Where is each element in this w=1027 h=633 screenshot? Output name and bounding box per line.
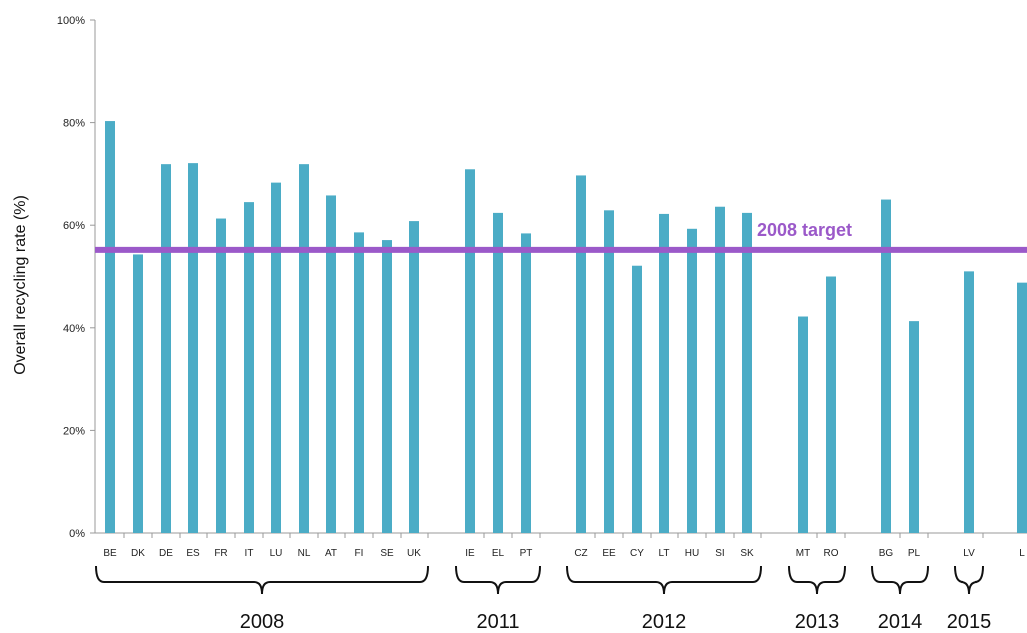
bar [881, 199, 891, 534]
bar [687, 228, 697, 533]
category-label: DE [159, 548, 173, 559]
bar [909, 321, 919, 533]
target-line-group: 2008 target [95, 220, 1027, 253]
bar [798, 316, 808, 533]
bar [409, 221, 419, 533]
y-tick-label: 20% [63, 425, 85, 437]
category-label: CZ [574, 548, 587, 559]
category-label: IT [245, 548, 254, 559]
bar [632, 265, 642, 533]
bars [105, 121, 1027, 534]
category-label: LU [270, 548, 283, 559]
category-labels: BE DK DE ES FR IT LU NL AT FI SE UK IE EL PT CZ EE CY LT HU… [103, 533, 1025, 559]
bar [105, 121, 115, 533]
category-label: LV [963, 548, 975, 559]
group-label: 2013 [795, 611, 840, 633]
bar [161, 164, 171, 533]
bar [576, 175, 586, 533]
category-label: SI [715, 548, 724, 559]
bar [493, 212, 503, 533]
bar [465, 169, 475, 533]
group-brace [455, 565, 541, 595]
category-label: NL [298, 548, 311, 559]
group-brace [871, 565, 929, 595]
category-label: ES [186, 548, 200, 559]
category-label: L [1019, 548, 1025, 559]
bar [326, 195, 336, 534]
bar [354, 232, 364, 533]
group-label: 2012 [642, 611, 687, 633]
group-label: 2008 [240, 611, 285, 633]
group-brace [95, 565, 429, 595]
bar [382, 240, 392, 533]
category-label: LT [659, 548, 670, 559]
bar [826, 276, 836, 533]
category-label: SE [380, 548, 394, 559]
y-axis-label: Overall recycling rate (%) [12, 195, 29, 375]
target-label: 2008 target [757, 220, 852, 240]
category-label: BG [879, 548, 894, 559]
bar [188, 163, 198, 533]
group-label: 2011 [476, 611, 519, 633]
bar [659, 213, 669, 533]
y-tick-label: 100% [57, 15, 85, 27]
bar [216, 218, 226, 533]
category-label: IE [465, 548, 475, 559]
bar [604, 210, 614, 533]
category-label: AT [325, 548, 337, 559]
category-label: CY [630, 548, 644, 559]
category-label: RO [824, 548, 839, 559]
group-label: 2015 [947, 611, 992, 633]
bar [521, 233, 531, 533]
group-brace [788, 565, 846, 595]
bar [1017, 282, 1027, 533]
category-label: UK [407, 548, 421, 559]
category-label: MT [796, 548, 810, 559]
group-label: 2014 [878, 611, 923, 633]
bar [964, 271, 974, 533]
bar [244, 202, 254, 534]
category-label: FI [355, 548, 364, 559]
category-label: FR [214, 548, 227, 559]
bar [299, 164, 309, 533]
category-label: PT [520, 548, 533, 559]
y-tick-label: 40% [63, 323, 85, 335]
category-label: BE [103, 548, 117, 559]
category-label: PL [908, 548, 921, 559]
y-tick-label: 80% [63, 118, 85, 130]
bar [715, 206, 725, 533]
y-tick-label: 0% [69, 528, 85, 540]
category-label: EE [602, 548, 616, 559]
bar [271, 182, 281, 533]
y-tick-label: 60% [63, 220, 85, 232]
group-brace [954, 565, 984, 595]
category-label: SK [740, 548, 754, 559]
category-label: DK [131, 548, 145, 559]
group-brace [566, 565, 762, 595]
bar [133, 254, 143, 534]
category-label: HU [685, 548, 699, 559]
bar [742, 212, 752, 533]
category-label: EL [492, 548, 505, 559]
year-groups: 2008 2011 2012 2013 2014 2015 [95, 565, 992, 633]
